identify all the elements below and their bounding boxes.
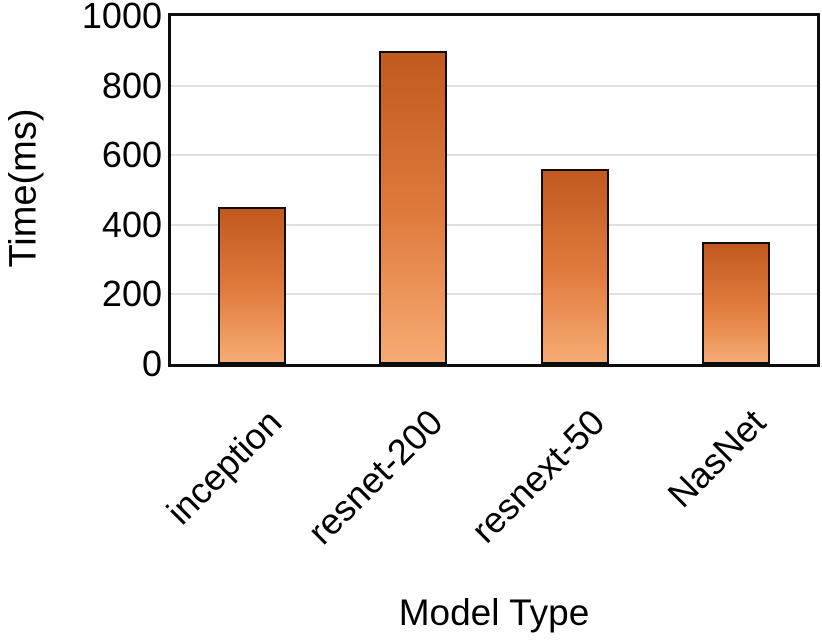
- x-tick-label-resnet-200: resnet-200: [299, 401, 451, 552]
- bar-resnext-50: [540, 169, 609, 364]
- gridline-200: [171, 293, 817, 296]
- gridline-800: [171, 84, 817, 87]
- x-axis-title: Model Type: [398, 592, 590, 633]
- plot-area: [168, 13, 820, 367]
- y-tick-label-0: 0: [141, 343, 162, 384]
- gridline-400: [171, 223, 817, 226]
- x-tick-label-NasNet: NasNet: [659, 401, 774, 516]
- bar-NasNet: [702, 242, 771, 364]
- x-tick-label-resnext-50: resnext-50: [462, 401, 613, 551]
- x-tick-label-inception: inception: [158, 401, 290, 533]
- y-tick-label-200: 200: [101, 273, 162, 315]
- y-tick-label-400: 400: [101, 203, 162, 245]
- gridline-600: [171, 154, 817, 157]
- y-tick-label-600: 600: [101, 134, 162, 176]
- bar-resnet-200: [379, 50, 448, 364]
- y-tick-label-800: 800: [101, 64, 162, 106]
- y-tick-label-1000: 1000: [81, 0, 162, 36]
- y-axis-title: Time(ms): [2, 108, 45, 268]
- bar-inception: [217, 207, 286, 364]
